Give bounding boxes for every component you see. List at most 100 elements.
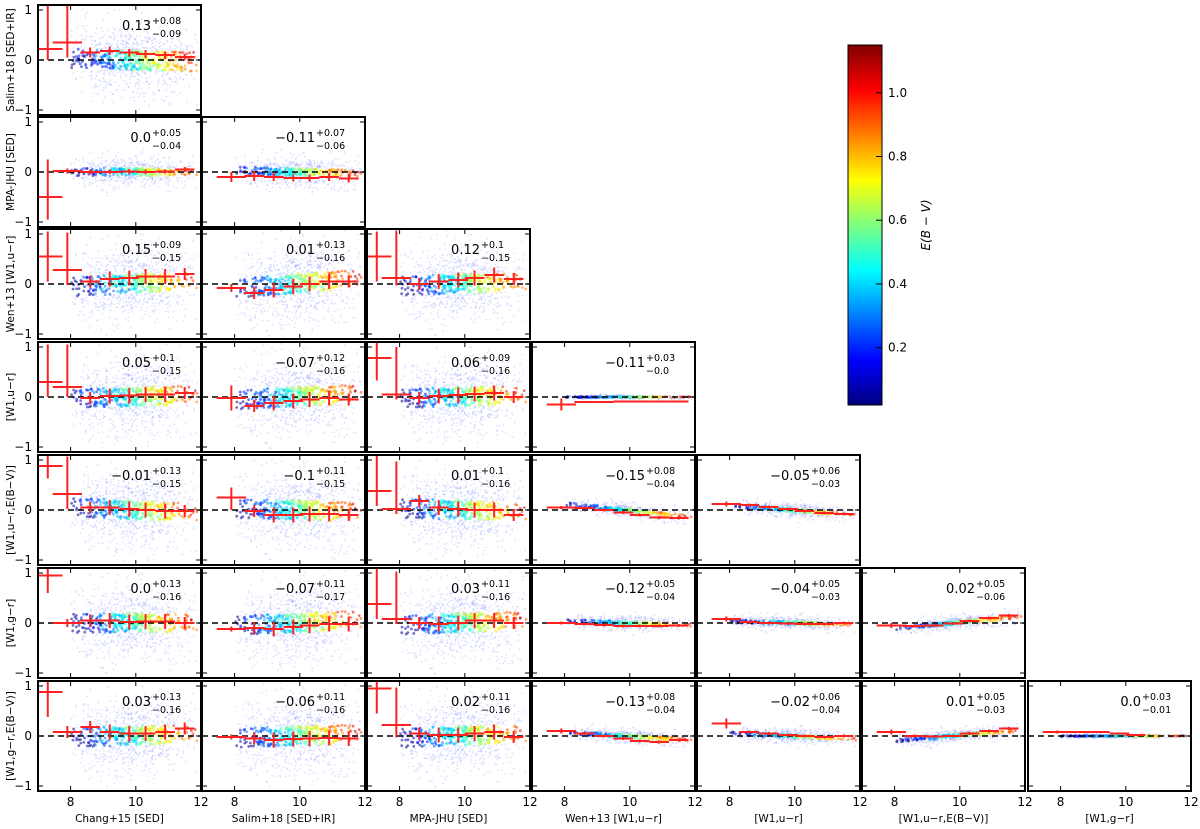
scatter-point — [304, 308, 307, 311]
scatter-point — [89, 384, 92, 387]
scatter-point — [117, 159, 120, 162]
scatter-point — [453, 317, 456, 320]
scatter-point — [249, 268, 251, 270]
scatter-point — [71, 287, 75, 291]
scatter-point — [130, 181, 133, 184]
scatter-point — [295, 163, 298, 166]
scatter-point — [191, 279, 195, 283]
scatter-point — [96, 295, 99, 298]
scatter-point — [323, 234, 325, 237]
scatter-point — [137, 160, 140, 163]
scatter-point — [419, 312, 421, 315]
scatter-point — [158, 289, 161, 293]
scatter-point — [192, 154, 194, 157]
scatter-point — [331, 294, 334, 297]
scatter-point — [182, 172, 186, 176]
scatter-point — [146, 79, 149, 82]
scatter-point — [317, 320, 320, 323]
scatter-point — [116, 264, 119, 267]
scatter-point — [474, 306, 477, 308]
scatter-point — [108, 164, 111, 167]
scatter-point — [112, 93, 114, 95]
scatter-point — [281, 303, 284, 306]
scatter-point — [444, 248, 447, 251]
scatter-point — [82, 177, 84, 180]
scatter-point — [321, 301, 324, 303]
scatter-point — [335, 294, 338, 296]
scatter-point — [89, 75, 92, 78]
scatter-point — [99, 161, 102, 164]
scatter-point — [494, 297, 497, 299]
scatter-point — [268, 164, 271, 166]
scatter-point — [326, 291, 329, 293]
scatter-point — [80, 274, 83, 277]
scatter-point — [476, 268, 479, 271]
scatter-point — [429, 263, 432, 265]
scatter-point — [151, 268, 153, 270]
scatter-point — [488, 277, 491, 280]
scatter-point — [94, 32, 97, 34]
scatter-point — [77, 54, 81, 58]
scatter-point — [114, 270, 117, 273]
scatter-point — [125, 178, 127, 181]
scatter-point — [273, 310, 276, 312]
scatter-point — [451, 246, 454, 248]
scatter-point — [107, 177, 110, 179]
scatter-point — [142, 46, 145, 48]
scatter-point — [143, 163, 146, 166]
scatter-point — [284, 309, 286, 312]
scatter-point — [169, 77, 171, 80]
scatter-point — [518, 265, 520, 268]
scatter-point — [169, 436, 172, 438]
scatter-point — [109, 303, 112, 306]
scatter-point — [240, 301, 243, 303]
scatter-point — [156, 33, 159, 36]
scatter-point — [277, 313, 279, 316]
scatter-point — [155, 298, 158, 300]
scatter-point — [499, 277, 503, 281]
scatter-point — [127, 161, 129, 164]
scatter-point — [281, 156, 284, 159]
scatter-point — [317, 291, 320, 294]
scatter-point — [81, 91, 84, 93]
scatter-point — [294, 163, 297, 166]
scatter-point — [462, 296, 465, 299]
scatter-point — [311, 327, 314, 330]
scatter-point — [106, 41, 108, 43]
scatter-point — [331, 248, 334, 251]
scatter-point — [275, 164, 277, 167]
scatter-point — [469, 266, 471, 269]
scatter-point — [164, 303, 167, 306]
scatter-point — [249, 181, 252, 184]
scatter-point — [299, 300, 302, 303]
scatter-point — [166, 269, 169, 272]
scatter-point — [96, 268, 99, 271]
scatter-point — [485, 251, 488, 254]
scatter-point — [320, 162, 323, 165]
scatter-point — [443, 287, 447, 290]
scatter-point — [163, 157, 166, 159]
scatter-point — [278, 164, 280, 167]
scatter-point — [263, 180, 266, 183]
scatter-point — [172, 185, 175, 188]
scatter-point — [335, 258, 338, 261]
scatter-point — [331, 302, 334, 305]
scatter-point — [472, 269, 475, 271]
scatter-point — [522, 294, 524, 297]
scatter-point — [458, 294, 461, 296]
scatter-point — [173, 256, 176, 258]
scatter-point — [147, 297, 149, 300]
scatter-point — [80, 176, 83, 179]
scatter-point — [323, 292, 325, 294]
scatter-point — [152, 242, 155, 244]
scatter-point — [312, 271, 315, 274]
scatter-point — [129, 161, 132, 164]
scatter-point — [81, 25, 84, 28]
scatter-point — [159, 41, 162, 43]
scatter-point — [317, 164, 319, 167]
scatter-point — [180, 303, 183, 306]
scatter-point — [111, 301, 113, 304]
scatter-point — [439, 299, 442, 302]
scatter-point — [438, 248, 441, 251]
scatter-point — [128, 38, 130, 41]
